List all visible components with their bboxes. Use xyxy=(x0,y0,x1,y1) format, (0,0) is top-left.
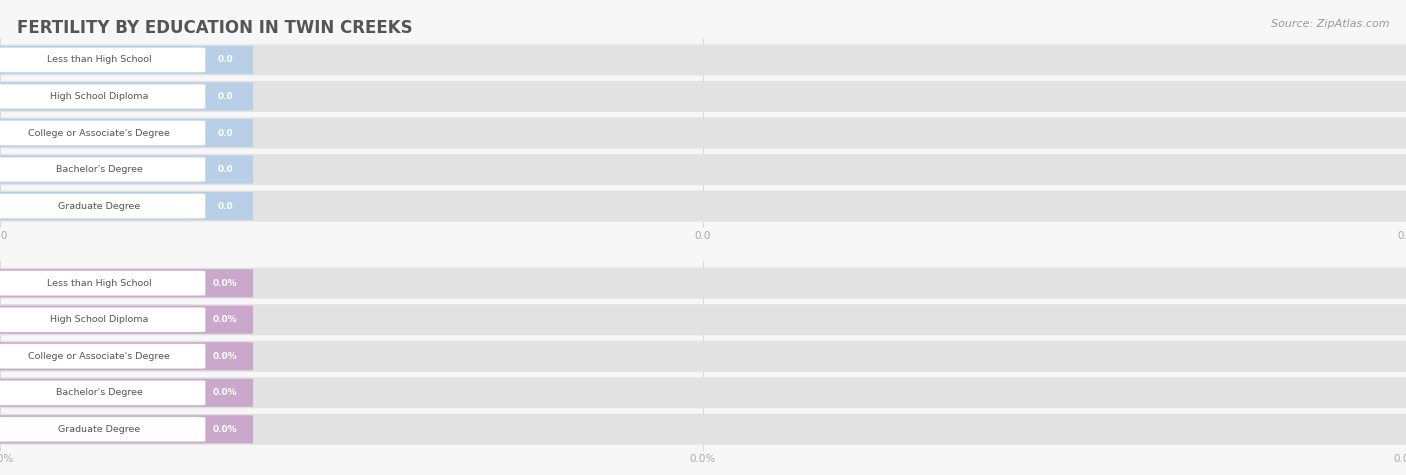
FancyBboxPatch shape xyxy=(0,267,1406,299)
Text: Bachelor's Degree: Bachelor's Degree xyxy=(56,388,142,397)
Text: 0.0%: 0.0% xyxy=(212,315,238,324)
FancyBboxPatch shape xyxy=(0,417,205,442)
FancyBboxPatch shape xyxy=(0,271,205,295)
FancyBboxPatch shape xyxy=(0,379,253,407)
Text: FERTILITY BY EDUCATION IN TWIN CREEKS: FERTILITY BY EDUCATION IN TWIN CREEKS xyxy=(17,19,412,37)
FancyBboxPatch shape xyxy=(0,44,1406,76)
Text: 0.0: 0.0 xyxy=(217,129,233,137)
FancyBboxPatch shape xyxy=(0,154,1406,185)
Text: Graduate Degree: Graduate Degree xyxy=(58,201,141,210)
Text: Less than High School: Less than High School xyxy=(46,56,152,65)
FancyBboxPatch shape xyxy=(0,380,205,405)
Text: 0.0%: 0.0% xyxy=(212,352,238,361)
FancyBboxPatch shape xyxy=(0,192,253,220)
Text: 0.0: 0.0 xyxy=(217,165,233,174)
FancyBboxPatch shape xyxy=(0,121,205,145)
Text: Graduate Degree: Graduate Degree xyxy=(58,425,141,434)
Text: College or Associate's Degree: College or Associate's Degree xyxy=(28,129,170,137)
Text: 0.0%: 0.0% xyxy=(212,388,238,397)
FancyBboxPatch shape xyxy=(0,84,205,109)
Text: College or Associate's Degree: College or Associate's Degree xyxy=(28,352,170,361)
FancyBboxPatch shape xyxy=(0,82,253,111)
FancyBboxPatch shape xyxy=(0,307,205,332)
FancyBboxPatch shape xyxy=(0,190,1406,222)
Text: Source: ZipAtlas.com: Source: ZipAtlas.com xyxy=(1271,19,1389,29)
Text: Less than High School: Less than High School xyxy=(46,279,152,288)
Text: 0.0: 0.0 xyxy=(217,92,233,101)
Text: 0.0: 0.0 xyxy=(217,201,233,210)
Text: High School Diploma: High School Diploma xyxy=(51,315,148,324)
FancyBboxPatch shape xyxy=(0,46,253,74)
FancyBboxPatch shape xyxy=(0,377,1406,408)
FancyBboxPatch shape xyxy=(0,414,1406,445)
FancyBboxPatch shape xyxy=(0,117,1406,149)
FancyBboxPatch shape xyxy=(0,194,205,218)
FancyBboxPatch shape xyxy=(0,48,205,72)
Text: 0.0%: 0.0% xyxy=(212,425,238,434)
FancyBboxPatch shape xyxy=(0,81,1406,112)
FancyBboxPatch shape xyxy=(0,415,253,443)
Text: 0.0%: 0.0% xyxy=(212,279,238,288)
FancyBboxPatch shape xyxy=(0,341,1406,372)
FancyBboxPatch shape xyxy=(0,304,1406,335)
FancyBboxPatch shape xyxy=(0,119,253,147)
FancyBboxPatch shape xyxy=(0,157,205,182)
FancyBboxPatch shape xyxy=(0,344,205,369)
FancyBboxPatch shape xyxy=(0,155,253,184)
Text: High School Diploma: High School Diploma xyxy=(51,92,148,101)
Text: 0.0: 0.0 xyxy=(217,56,233,65)
Text: Bachelor's Degree: Bachelor's Degree xyxy=(56,165,142,174)
FancyBboxPatch shape xyxy=(0,269,253,297)
FancyBboxPatch shape xyxy=(0,305,253,334)
FancyBboxPatch shape xyxy=(0,342,253,370)
